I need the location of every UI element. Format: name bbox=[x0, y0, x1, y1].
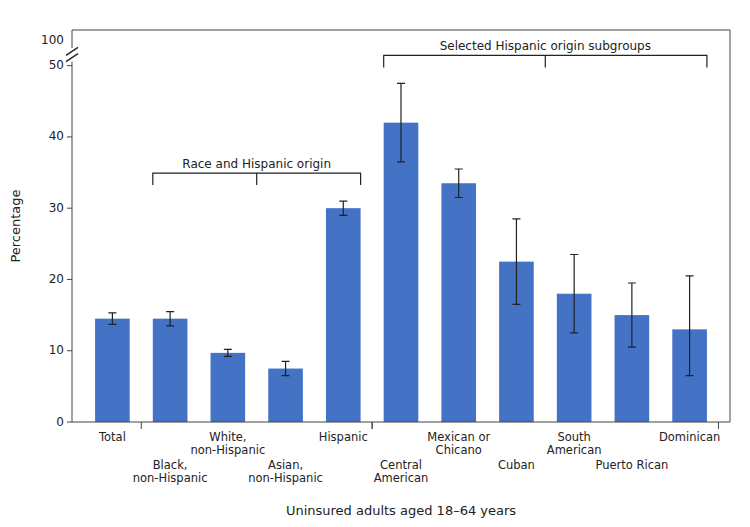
x-tick-label-line: South bbox=[557, 430, 590, 444]
x-tick-label-line: Total bbox=[98, 430, 126, 444]
x-tick-label-line: Chicano bbox=[436, 443, 482, 457]
x-tick-label-line: Mexican or bbox=[427, 430, 490, 444]
group-separator bbox=[718, 422, 719, 429]
bracket bbox=[153, 173, 361, 185]
axes bbox=[66, 30, 730, 429]
bar bbox=[153, 319, 188, 422]
x-tick-label: Mexican orChicano bbox=[427, 430, 490, 457]
bar bbox=[384, 123, 419, 422]
y-tick bbox=[67, 422, 72, 423]
bracket bbox=[384, 55, 707, 67]
y-tick bbox=[67, 65, 72, 66]
y-tick bbox=[67, 350, 72, 351]
x-tick-label-line: Cuban bbox=[498, 458, 535, 472]
x-tick-label-line: Hispanic bbox=[319, 430, 368, 444]
y-axis-label: Percentage bbox=[8, 189, 23, 262]
bar bbox=[268, 369, 303, 422]
error-bar bbox=[282, 361, 290, 375]
x-tick-label-line: non-Hispanic bbox=[248, 471, 323, 485]
bar bbox=[211, 353, 246, 422]
x-tick-label-line: non-Hispanic bbox=[133, 471, 208, 485]
error-bar bbox=[397, 83, 405, 161]
x-tick-label-line: American bbox=[374, 471, 429, 485]
error-bar bbox=[686, 276, 694, 376]
bracket-label: Selected Hispanic origin subgroups bbox=[440, 39, 651, 53]
x-tick-label-line: Asian, bbox=[268, 458, 303, 472]
error-bar bbox=[108, 313, 116, 324]
bracket-label: Race and Hispanic origin bbox=[182, 157, 331, 171]
bars bbox=[95, 83, 707, 422]
y-tick-label: 10 bbox=[49, 343, 64, 357]
y-tick-label: 50 bbox=[49, 58, 64, 72]
axis-break-label: 100 bbox=[41, 33, 64, 47]
x-tick-label: Hispanic bbox=[319, 430, 368, 444]
x-axis-line bbox=[72, 422, 730, 423]
y-axis-line bbox=[72, 62, 73, 422]
x-tick-label-line: American bbox=[547, 443, 602, 457]
x-tick-label-line: Black, bbox=[153, 458, 188, 472]
x-tick-label-line: White, bbox=[209, 430, 246, 444]
error-bar bbox=[166, 312, 174, 326]
error-bar bbox=[339, 201, 347, 215]
error-bar bbox=[628, 283, 636, 347]
y-tick-label: 30 bbox=[49, 201, 64, 215]
x-axis-label: Uninsured adults aged 18–64 years bbox=[286, 503, 516, 518]
y-tick bbox=[67, 279, 72, 280]
y-tick-label: 20 bbox=[49, 272, 64, 286]
x-tick-label-line: Puerto Rican bbox=[595, 458, 668, 472]
group-separator bbox=[372, 422, 373, 429]
bar bbox=[95, 319, 130, 422]
chart: 10001020304050TotalBlack,non-HispanicWhi… bbox=[0, 0, 750, 527]
group-separator bbox=[372, 422, 373, 429]
axis-break-mark bbox=[66, 47, 78, 55]
x-tick-label: CentralAmerican bbox=[374, 458, 429, 485]
x-tick-label: White,non-Hispanic bbox=[190, 430, 265, 457]
y-axis-line bbox=[72, 30, 73, 48]
x-tick-label: Dominican bbox=[659, 430, 720, 444]
group-separator bbox=[141, 422, 142, 429]
error-bar bbox=[224, 349, 232, 356]
error-bar bbox=[512, 219, 520, 305]
y-tick-label: 0 bbox=[56, 415, 64, 429]
y-tick bbox=[67, 136, 72, 137]
x-tick-label: Puerto Rican bbox=[595, 458, 668, 472]
x-tick-label: Total bbox=[98, 430, 126, 444]
error-bar bbox=[455, 169, 463, 198]
frame-right bbox=[730, 30, 731, 422]
x-tick-label: SouthAmerican bbox=[547, 430, 602, 457]
bar bbox=[441, 183, 476, 422]
x-tick-label: Cuban bbox=[498, 458, 535, 472]
y-tick-label: 40 bbox=[49, 129, 64, 143]
x-tick-label-line: Central bbox=[380, 458, 422, 472]
x-tick-label-line: non-Hispanic bbox=[190, 443, 265, 457]
error-bar bbox=[570, 255, 578, 333]
y-tick bbox=[67, 208, 72, 209]
x-tick-label: Black,non-Hispanic bbox=[133, 458, 208, 485]
x-tick-label: Asian,non-Hispanic bbox=[248, 458, 323, 485]
bar bbox=[326, 208, 361, 422]
x-tick-label-line: Dominican bbox=[659, 430, 720, 444]
frame-top bbox=[72, 30, 730, 31]
